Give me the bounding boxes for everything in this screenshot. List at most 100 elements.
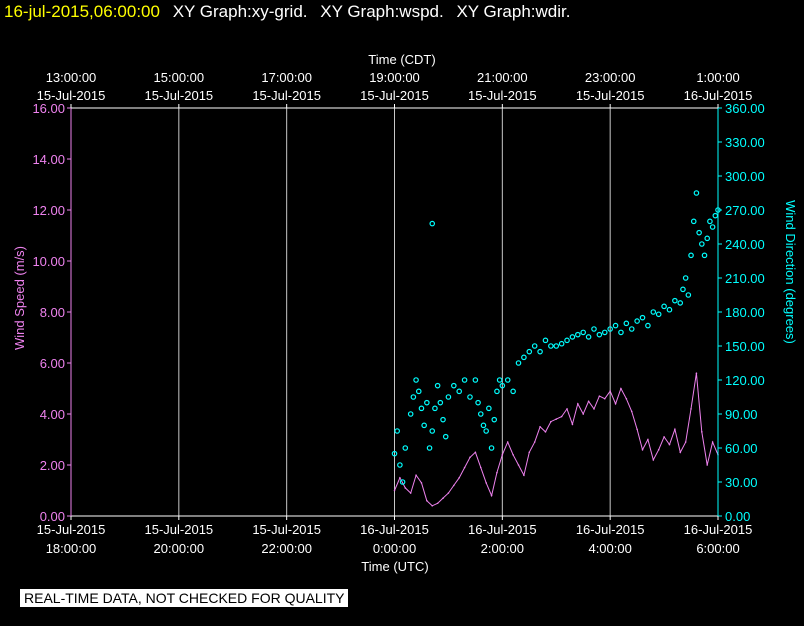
bottom-tick-date: 16-Jul-2015 xyxy=(684,522,753,537)
wind-direction-point xyxy=(415,388,422,395)
wind-speed-point xyxy=(506,441,509,443)
wind-direction-point xyxy=(429,220,436,227)
wind-direction-point xyxy=(553,343,560,349)
wind-speed-point xyxy=(442,497,444,499)
right-tick-label: 150.00 xyxy=(725,339,765,354)
wind-direction-point xyxy=(445,394,452,400)
wind-direction-point xyxy=(480,422,487,429)
wind-speed-point xyxy=(474,451,477,454)
wind-direction-point xyxy=(580,329,587,336)
wind-direction-point xyxy=(709,224,716,230)
bottom-tick-date: 15-Jul-2015 xyxy=(252,522,321,537)
bottom-tick-time: 20:00:00 xyxy=(154,541,205,556)
wind-speed-point xyxy=(490,494,493,497)
wind-direction-point xyxy=(618,329,624,336)
wind-speed-point xyxy=(501,454,504,456)
bottom-axis-title: Time (UTC) xyxy=(361,559,428,574)
wind-direction-point xyxy=(596,331,603,338)
wind-direction-point xyxy=(701,252,708,259)
wind-speed-point xyxy=(587,400,590,403)
wind-direction-point xyxy=(666,306,673,313)
wind-speed-point xyxy=(469,456,471,459)
wind-direction-point xyxy=(591,326,597,332)
wind-direction-point xyxy=(548,343,554,349)
wind-speed-point xyxy=(533,441,536,443)
wind-direction-point xyxy=(486,405,492,412)
wind-direction-point xyxy=(672,297,678,304)
right-tick-label: 360.00 xyxy=(725,101,765,116)
left-tick-label: 6.00 xyxy=(40,356,65,371)
wind-direction-point xyxy=(394,428,400,434)
wind-speed-point xyxy=(447,492,450,494)
wind-direction-point xyxy=(688,252,694,259)
wind-direction-point xyxy=(682,275,689,281)
right-tick-label: 240.00 xyxy=(725,237,765,252)
wind-direction-point xyxy=(585,334,592,340)
wind-direction-point xyxy=(494,388,500,395)
wind-direction-point xyxy=(515,360,522,366)
wind-speed-point xyxy=(453,484,455,487)
wind-direction-point xyxy=(601,329,608,336)
bottom-tick-time: 2:00:00 xyxy=(481,541,524,556)
wind-speed-point xyxy=(555,418,558,420)
wind-direction-point xyxy=(424,399,430,406)
wind-direction-point xyxy=(704,235,711,242)
wind-direction-point xyxy=(634,318,640,324)
wind-speed-point xyxy=(625,397,628,400)
wind-direction-point xyxy=(569,334,576,340)
grid-lines xyxy=(70,108,719,516)
wind-direction-point xyxy=(499,382,506,389)
wind-direction-point xyxy=(696,229,702,236)
bottom-tick-time: 22:00:00 xyxy=(261,541,312,556)
wind-direction-point xyxy=(440,416,446,423)
wind-speed-point xyxy=(636,428,638,431)
wind-direction-point xyxy=(661,303,667,310)
right-tick-label: 210.00 xyxy=(725,271,765,286)
wind-direction-point xyxy=(437,399,444,406)
graph-name-wspd: XY Graph:wspd. xyxy=(320,2,444,21)
wind-speed-point xyxy=(523,474,525,477)
wind-direction-point xyxy=(391,450,398,457)
top-tick-date: 15-Jul-2015 xyxy=(468,88,537,103)
wind-speed-point xyxy=(539,425,541,428)
bottom-tick-time: 18:00:00 xyxy=(46,541,97,556)
wind-direction-point xyxy=(607,326,613,332)
left-tick-label: 12.00 xyxy=(32,203,65,218)
wind-speed-point xyxy=(393,489,396,492)
wind-speed-point xyxy=(544,431,547,433)
bottom-tick-time: 0:00:00 xyxy=(373,541,416,556)
top-tick-time: 19:00:00 xyxy=(369,70,420,85)
wind-direction-point xyxy=(650,309,657,315)
wind-direction-point xyxy=(685,292,692,298)
wind-speed-point xyxy=(690,408,692,410)
wind-speed-point xyxy=(512,454,514,456)
wind-direction-point xyxy=(639,314,646,321)
top-tick-date: 15-Jul-2015 xyxy=(37,88,106,103)
wind-speed-point xyxy=(496,471,498,474)
top-tick-time: 13:00:00 xyxy=(46,70,97,85)
wind-speed-point xyxy=(695,372,698,375)
wind-speed-point xyxy=(620,387,622,390)
wind-direction-point xyxy=(699,241,705,247)
wind-direction-point xyxy=(451,382,457,389)
wind-speed-point xyxy=(582,413,585,415)
wind-direction-series xyxy=(391,190,721,485)
wind-speed-point xyxy=(609,390,611,392)
wind-direction-point xyxy=(407,411,414,417)
wind-direction-point xyxy=(677,300,684,306)
bottom-tick-date: 15-Jul-2015 xyxy=(37,522,106,537)
wind-direction-point xyxy=(690,218,697,225)
left-tick-label: 0.00 xyxy=(40,509,65,524)
wind-direction-point xyxy=(655,311,662,318)
wind-direction-point xyxy=(442,433,449,440)
wind-direction-point xyxy=(483,428,489,434)
wind-direction-point xyxy=(421,422,427,429)
wind-speed-point xyxy=(420,482,423,484)
right-axis-title: Wind Direction (degrees) xyxy=(783,200,798,344)
wind-direction-point xyxy=(693,190,700,196)
wind-speed-point xyxy=(706,464,709,466)
bottom-tick-date: 16-Jul-2015 xyxy=(576,522,645,537)
top-tick-time: 1:00:00 xyxy=(696,70,739,85)
wind-direction-point xyxy=(645,322,651,329)
wind-speed-point xyxy=(652,459,655,461)
